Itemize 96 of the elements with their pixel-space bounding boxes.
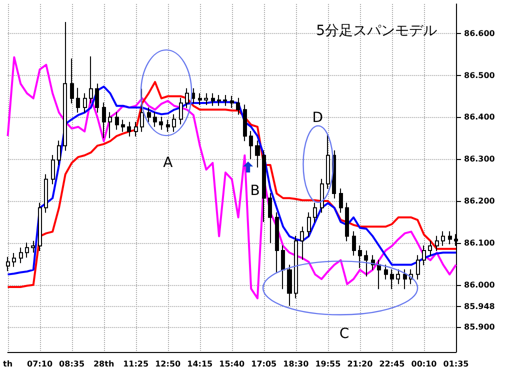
candlestick (243, 104, 247, 142)
x-tick-label: 01:35 (443, 360, 470, 368)
y-tick-label: 86.500 (464, 70, 496, 80)
annotation: C (339, 326, 350, 342)
candlestick (403, 268, 407, 290)
x-tick-label: 19:55 (315, 360, 342, 368)
x-tick-label: 21:20 (347, 360, 374, 368)
candlestick (25, 242, 29, 258)
x-tick-label: 00:10 (411, 360, 438, 368)
candlestick (140, 88, 144, 132)
annotation: B (250, 182, 260, 199)
annotation: A (163, 155, 173, 172)
candlestick (307, 212, 311, 238)
candlestick (255, 140, 260, 168)
candlestick (339, 188, 343, 214)
candlestick (364, 250, 368, 278)
candlestick (108, 112, 112, 139)
candlestick (268, 192, 272, 244)
x-tick-label: 17:05 (251, 360, 278, 368)
y-tick-label: 86.300 (464, 154, 496, 164)
y-tick-label: 86.600 (464, 28, 496, 38)
candlestick (153, 112, 157, 128)
x-tick-label: 18:30 (283, 360, 310, 368)
candlestick (249, 130, 253, 160)
candlestick (44, 174, 48, 214)
candlestick (51, 154, 55, 185)
annotation: D (312, 110, 324, 126)
candlestick (448, 230, 452, 245)
y-tick-label: 85.948 (464, 302, 496, 312)
candlestick (31, 240, 35, 254)
candlestick (345, 202, 349, 242)
candlestick (89, 56, 93, 104)
candlestick (57, 140, 61, 166)
candlestick (223, 94, 227, 106)
candlestick (441, 230, 445, 246)
candlestick (320, 178, 324, 214)
candlestick (70, 58, 74, 104)
candlestick (76, 87, 80, 114)
candlestick (236, 97, 240, 116)
candlestick (12, 252, 16, 268)
candlestick (102, 102, 106, 139)
y-tick-label: 86.100 (464, 238, 496, 248)
candlestick (127, 121, 131, 137)
y-tick-label: 86.400 (464, 112, 496, 122)
candlestick (204, 92, 208, 106)
candlestick (217, 94, 221, 106)
candlestick (300, 226, 304, 260)
x-tick-label: 28th (93, 360, 114, 368)
candlestick (275, 212, 279, 273)
candlestick (287, 264, 292, 306)
candlestick (326, 133, 330, 190)
candlestick (422, 245, 426, 266)
candlestick (6, 256, 10, 272)
candlestick (313, 202, 317, 223)
x-tick-label: 07:10 (27, 360, 53, 368)
candlestick (95, 83, 99, 114)
candlestick (211, 92, 215, 106)
y-tick-label: 86.000 (464, 280, 496, 290)
candlestick (147, 107, 151, 123)
candlestick (390, 268, 394, 290)
candlestick (83, 92, 87, 114)
candlestick (416, 254, 420, 280)
candlestick (198, 92, 202, 106)
candlestick (115, 112, 119, 130)
x-tick-label: 14:15 (187, 360, 214, 368)
candlestick (352, 230, 356, 256)
y-tick-label: 85.900 (464, 322, 496, 332)
candlestick (281, 245, 285, 290)
x-tick-label: 08:35 (59, 360, 85, 368)
x-tick-label: th (2, 360, 13, 368)
candlestick (185, 88, 189, 108)
x-tick-label: 22:45 (379, 360, 406, 368)
candlestick (19, 247, 23, 264)
candlestick (384, 264, 388, 280)
x-tick-label: 15:40 (219, 360, 246, 368)
candlestick (230, 95, 234, 108)
candlestick (134, 121, 138, 137)
candlestick (435, 235, 439, 252)
candlestick (166, 119, 170, 132)
candlestick (172, 114, 176, 132)
candlestick (262, 150, 266, 223)
text: 5分足スパンモデル (316, 22, 438, 40)
candlestick (428, 240, 432, 256)
candlestick (159, 116, 163, 130)
candlestick (294, 235, 298, 299)
y-tick-label: 86.200 (464, 196, 496, 206)
candlestick (377, 259, 381, 290)
candlestick (38, 202, 42, 252)
candlestick (63, 22, 67, 152)
candlestick (396, 268, 400, 285)
x-tick-label: 12:50 (155, 360, 182, 368)
candlestick (121, 119, 125, 132)
candlestick (358, 245, 362, 269)
candlestick (191, 88, 195, 104)
candlestick (179, 97, 183, 125)
x-tick-label: 11:25 (123, 360, 149, 368)
